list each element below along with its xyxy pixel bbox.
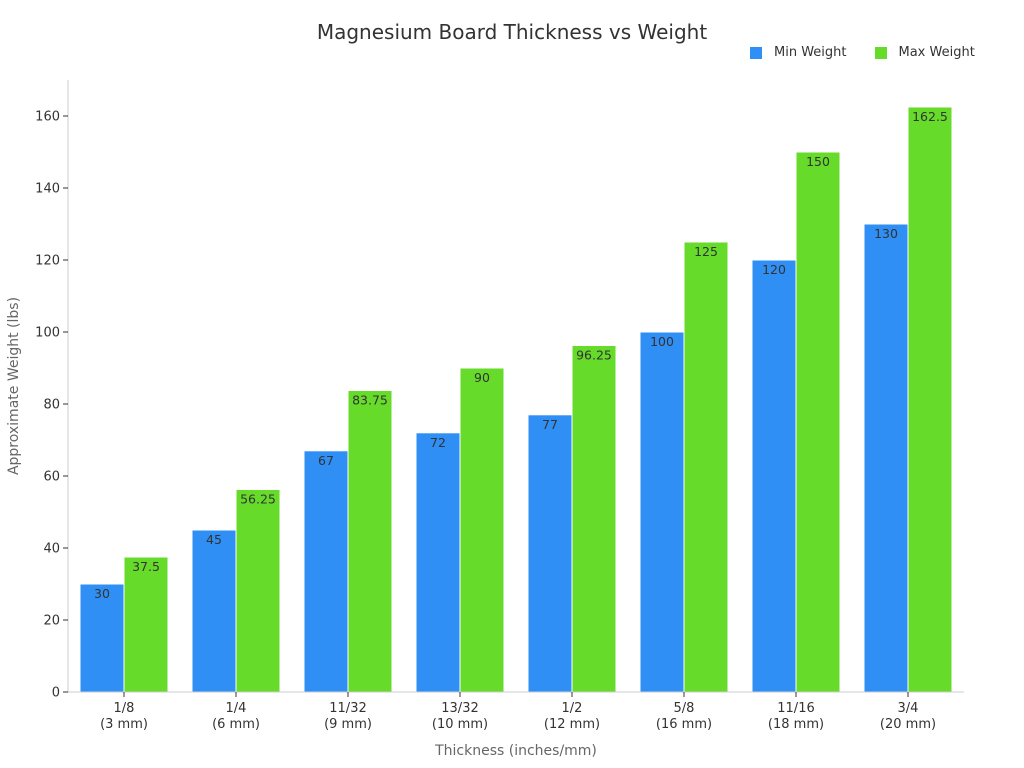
bar-max-weight[interactable] bbox=[235, 489, 281, 693]
y-tick-label: 140 bbox=[35, 182, 60, 197]
data-label-min-weight: 77 bbox=[542, 417, 558, 432]
bar-max-weight[interactable] bbox=[571, 345, 617, 693]
data-label-max-weight: 125 bbox=[694, 244, 718, 259]
bar-min-weight[interactable] bbox=[863, 223, 909, 693]
bar-min-weight[interactable] bbox=[527, 414, 573, 693]
data-label-min-weight: 45 bbox=[206, 532, 222, 547]
y-axis-title: Approximate Weight (lbs) bbox=[6, 297, 22, 475]
bar-max-weight[interactable] bbox=[795, 151, 841, 693]
y-tick-label: 160 bbox=[35, 110, 60, 125]
data-label-max-weight: 83.75 bbox=[352, 393, 388, 408]
x-axis-title: Thickness (inches/mm) bbox=[434, 743, 597, 759]
data-label-max-weight: 90 bbox=[474, 370, 490, 385]
y-tick-label: 60 bbox=[43, 470, 60, 485]
legend-swatch-min-weight bbox=[750, 46, 762, 59]
y-tick-label: 100 bbox=[35, 326, 60, 341]
data-label-max-weight: 37.5 bbox=[132, 559, 160, 574]
bar-min-weight[interactable] bbox=[639, 331, 685, 693]
y-tick-label: 40 bbox=[43, 542, 60, 557]
x-tick-label: 11/32 (9 mm) bbox=[324, 701, 372, 732]
legend: Min Weight Max Weight bbox=[750, 45, 975, 60]
data-label-min-weight: 67 bbox=[318, 453, 334, 468]
data-label-min-weight: 130 bbox=[874, 226, 898, 241]
x-tick-label: 3/4 (20 mm) bbox=[880, 701, 936, 732]
x-tick-label: 11/16 (18 mm) bbox=[768, 701, 824, 732]
bar-max-weight[interactable] bbox=[683, 241, 729, 693]
data-label-max-weight: 150 bbox=[806, 154, 830, 169]
data-label-min-weight: 30 bbox=[94, 586, 110, 601]
data-label-max-weight: 162.5 bbox=[912, 109, 948, 124]
chart-title: Magnesium Board Thickness vs Weight bbox=[316, 20, 708, 44]
legend-swatch-max-weight bbox=[874, 46, 887, 59]
x-tick-label: 1/2 (12 mm) bbox=[544, 701, 600, 732]
legend-item-min-weight[interactable]: Min Weight bbox=[750, 45, 847, 60]
x-tick-label: 1/8 (3 mm) bbox=[100, 701, 148, 732]
data-label-min-weight: 72 bbox=[430, 435, 446, 450]
bar-min-weight[interactable] bbox=[303, 450, 349, 693]
data-label-max-weight: 56.25 bbox=[240, 492, 276, 507]
x-tick-label: 1/4 (6 mm) bbox=[212, 701, 260, 732]
y-tick-label: 20 bbox=[43, 614, 60, 629]
y-tick-label: 0 bbox=[52, 686, 60, 701]
bar-max-weight[interactable] bbox=[907, 106, 953, 693]
data-label-min-weight: 120 bbox=[762, 262, 786, 277]
legend-item-max-weight[interactable]: Max Weight bbox=[874, 45, 975, 60]
bar-max-weight[interactable] bbox=[347, 390, 393, 693]
bar-min-weight[interactable] bbox=[191, 529, 237, 693]
bar-max-weight[interactable] bbox=[123, 556, 169, 693]
legend-label-min-weight: Min Weight bbox=[774, 45, 847, 60]
bar-min-weight[interactable] bbox=[415, 432, 461, 693]
bar-max-weight[interactable] bbox=[459, 367, 505, 693]
y-tick-label: 80 bbox=[43, 398, 60, 413]
x-tick-label: 13/32 (10 mm) bbox=[432, 701, 488, 732]
y-tick-label: 120 bbox=[35, 254, 60, 269]
data-label-max-weight: 96.25 bbox=[576, 348, 612, 363]
x-tick-label: 5/8 (16 mm) bbox=[656, 701, 712, 732]
bar-min-weight[interactable] bbox=[751, 259, 797, 693]
data-label-min-weight: 100 bbox=[650, 334, 674, 349]
legend-label-max-weight: Max Weight bbox=[898, 45, 975, 60]
